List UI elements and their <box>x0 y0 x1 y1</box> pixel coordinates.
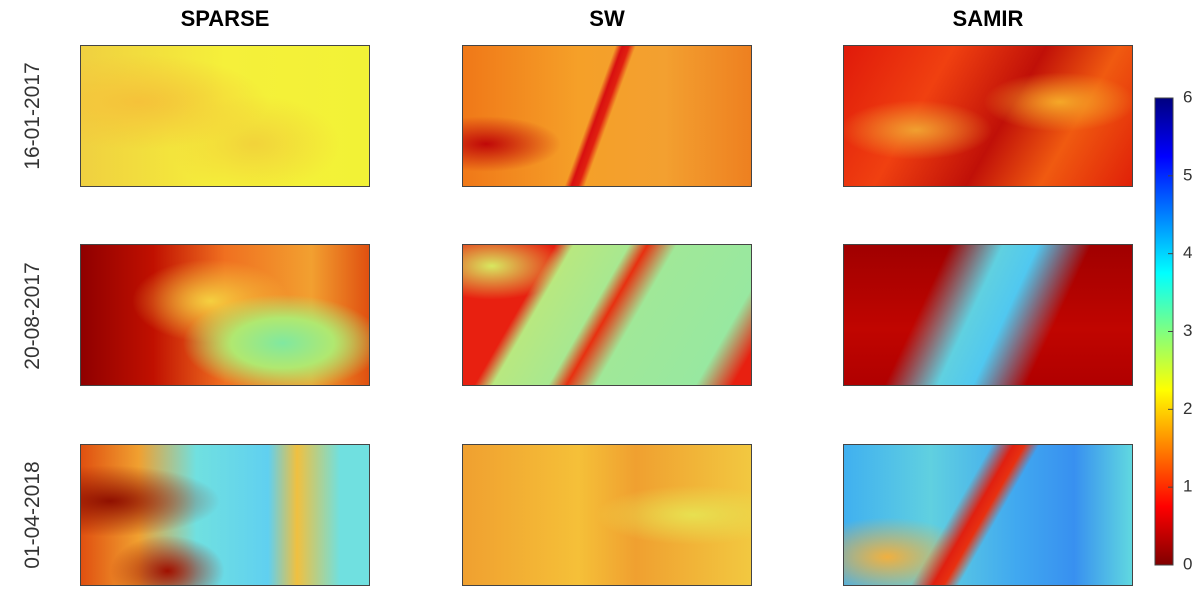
colorbar-tick-label: 3 <box>1183 321 1192 340</box>
colorbar-tick-label: 1 <box>1183 477 1192 496</box>
heatmap-panel <box>80 444 370 586</box>
heatmap-panel <box>462 444 752 586</box>
column-title: SW <box>589 6 625 31</box>
heatmap-panel <box>843 444 1133 586</box>
heatmap-panel <box>80 45 370 187</box>
heatmap-panel <box>462 45 752 187</box>
colorbar-tick-label: 4 <box>1183 243 1192 262</box>
column-title: SAMIR <box>952 6 1024 31</box>
heatmap-panel <box>462 244 752 386</box>
heatmap-panel <box>843 45 1133 187</box>
colorbar-tick-label: 0 <box>1183 554 1192 573</box>
colorbar-tick-label: 6 <box>1183 87 1192 106</box>
colorbar-tick-label: 5 <box>1183 165 1192 184</box>
heatmap-panel <box>80 244 370 386</box>
column-title: SPARSE <box>180 6 270 31</box>
heatmap-panel <box>843 244 1133 386</box>
colorbar-tick-label: 2 <box>1183 399 1192 418</box>
